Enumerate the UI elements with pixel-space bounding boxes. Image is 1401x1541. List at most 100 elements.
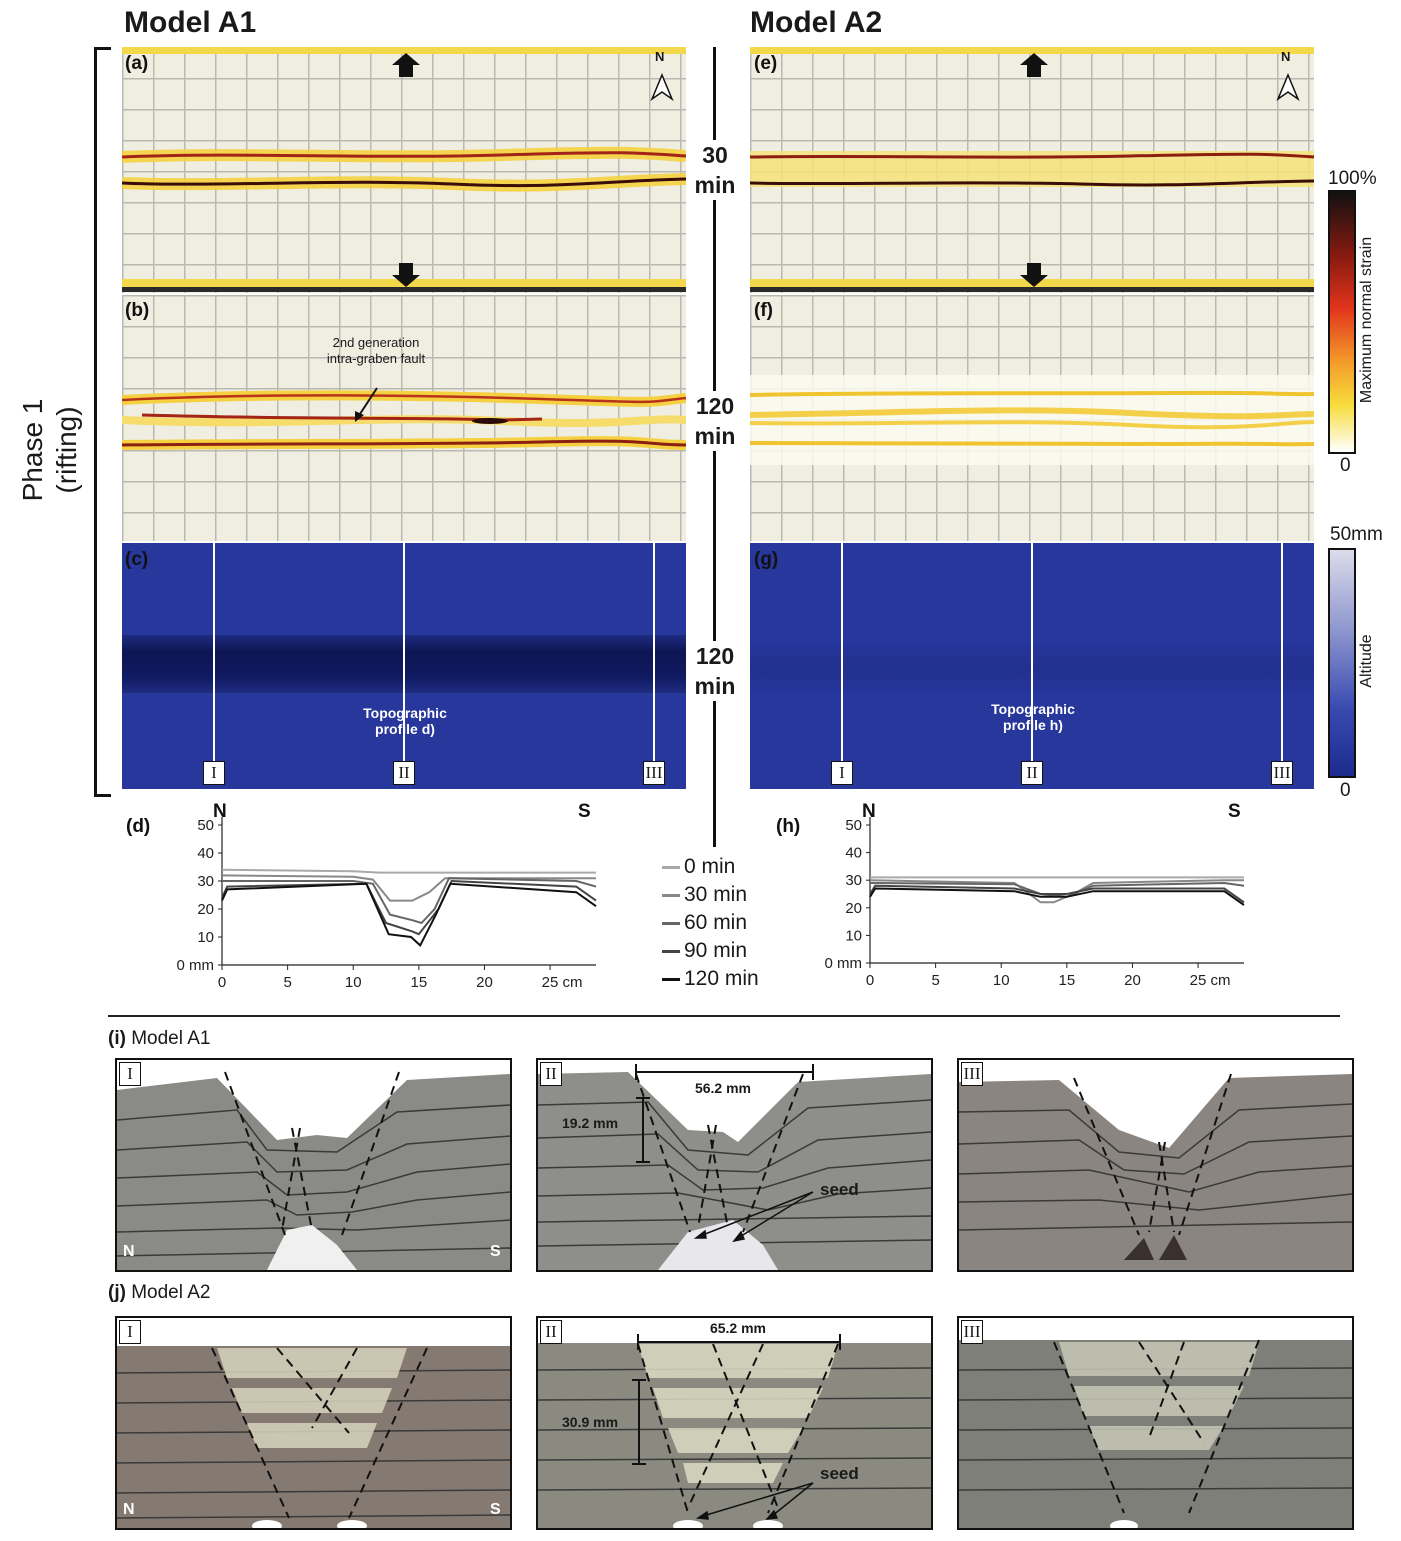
time-unit: min [694,423,736,449]
panel-label-c: (c) [125,549,149,570]
profile-marker-iii: III [961,1062,983,1086]
panel-label-f: (f) [754,300,773,321]
x-tick-label: 20 [1124,972,1141,989]
strain-scale-label-text: Maximum normal strain [1358,236,1375,404]
south-end-label: S [578,801,591,822]
panel-g-topography: (g) Topographic profile h) I II III [750,543,1314,789]
cross-section-i-2: II 56.2 mm 19.2 mm seed [536,1058,933,1272]
legend-item: 60 min [662,911,747,935]
topo-profile-label-line2: profile d) [375,721,435,737]
profile-line-iii [653,543,655,763]
profile-marker-iii: III [1271,761,1293,785]
panel-label-e: (e) [754,53,778,74]
legend-item: 90 min [662,939,747,963]
y-tick-label: 20 [197,901,214,918]
legend-label: 90 min [684,939,748,962]
profile-line-i [213,543,215,763]
series-line-0-min [221,868,596,874]
x-tick-label: 5 [931,972,939,989]
y-tick-label: 40 [845,845,862,862]
legend-swatch [662,865,680,869]
profile-line-ii [1031,543,1033,763]
panel-b-strain-map: (b) 2nd generation intra-graben fault [122,295,686,541]
y-tick-label: 20 [845,900,862,917]
profile-chart-h: 0 mm 10 20 30 40 50 0 5 10 15 20 25 cm N S [825,801,1245,989]
depth-measure: 19.2 mm [562,1115,619,1131]
x-tick-label: 10 [345,974,362,991]
time-label-120-c: 120 min [690,641,740,701]
y-tick-label: 10 [845,927,862,944]
profile-chart-d: 0 mm 10 20 30 40 50 0 5 10 15 20 25 cm N S [177,801,597,991]
strain-scale-top: 100% [1328,168,1377,189]
width-measure: 65.2 mm [709,1320,767,1336]
y-tick-label: 30 [845,872,862,889]
phase-label-line1: Phase 1 [17,398,48,502]
phase-label-line2: (rifting) [51,406,82,494]
panel-label-g: (g) [754,549,779,570]
depth-measure: 30.9 mm [562,1414,619,1430]
north-label: N [655,49,665,64]
y-tick-label: 0 mm [825,955,863,972]
width-measure: 56.2 mm [694,1080,752,1096]
topo-profile-label: Topographic profile d) [330,705,480,737]
north-corner-label: N [123,1501,135,1518]
series-line-60-min [222,877,597,925]
y-tick-label: 10 [197,929,214,946]
y-tick-label: 40 [197,845,214,862]
series-line-90-min [221,879,597,936]
cross-section-j-2: II 65.2 mm 30.9 mm seed [536,1316,933,1530]
profile-line-iii [1281,543,1283,763]
time-unit: min [694,172,736,198]
altitude-scale-label: Altitude [1352,548,1382,774]
section-i-title: Model A1 [131,1028,211,1049]
series-line-120-min [869,887,1245,906]
x-tick-label: 10 [993,972,1010,989]
profile-marker-i: I [119,1320,141,1344]
panel-c-topography: (c) Topographic profile d) I II III [122,543,686,789]
model-a2-title: Model A2 [750,6,883,39]
phase-label: Phase 1 (rifting) [5,380,95,520]
profile-marker-i: I [119,1062,141,1086]
section-j-label: (j) Model A2 [108,1282,210,1304]
section-i-letter: (i) [108,1028,126,1049]
section-divider [108,1015,1340,1017]
cross-section-j-3: III [957,1316,1354,1530]
legend-swatch [662,977,680,981]
strain-colorbar [1328,190,1356,454]
north-end-label: N [213,801,227,822]
legend-swatch [662,893,680,897]
topo-profile-label-line1: Topographic [363,705,447,721]
series-line-90-min [869,884,1245,904]
altitude-scale-top: 50mm [1330,524,1383,545]
panel-a-strain-map: (a) N [122,47,686,293]
time-label-120-b: 120 min [690,391,740,451]
legend-label: 30 min [684,883,748,906]
strain-scale-bottom: 0 [1340,455,1351,476]
topo-profile-label-line2: profile h) [1003,717,1063,733]
profile-marker-ii: II [393,761,415,785]
strain-scale-label: Maximum normal strain [1352,190,1382,450]
profile-line-ii [403,543,405,763]
north-end-label: N [862,801,876,822]
fault-annotation-line1: 2nd generation [332,335,420,350]
altitude-scale-bottom: 0 [1340,780,1351,801]
time-legend: 0 min 30 min 60 min 90 min 120 min [662,855,782,995]
y-tick-label: 30 [197,873,214,890]
profile-marker-ii: II [1021,761,1043,785]
time-value: 30 [702,142,728,168]
fault-annotation-line2: intra-graben fault [326,351,426,366]
legend-swatch [662,949,680,953]
profile-marker-i: I [831,761,853,785]
x-tick-label: 15 [1058,972,1075,989]
south-corner-label: S [490,1243,501,1260]
panel-f-strain-map: (f) [750,295,1314,541]
y-tick-label: 50 [197,817,214,834]
x-tick-label: 25 cm [1190,972,1231,989]
seed-label: seed [820,1180,859,1199]
legend-item: 0 min [662,855,735,879]
panel-e-strain-map: (e) N [750,47,1314,293]
panel-label-d: (d) [126,816,151,837]
topo-profile-label: Topographic profile h) [958,701,1108,733]
south-corner-label: S [490,1501,501,1518]
cross-section-j-1: I N S [115,1316,512,1530]
